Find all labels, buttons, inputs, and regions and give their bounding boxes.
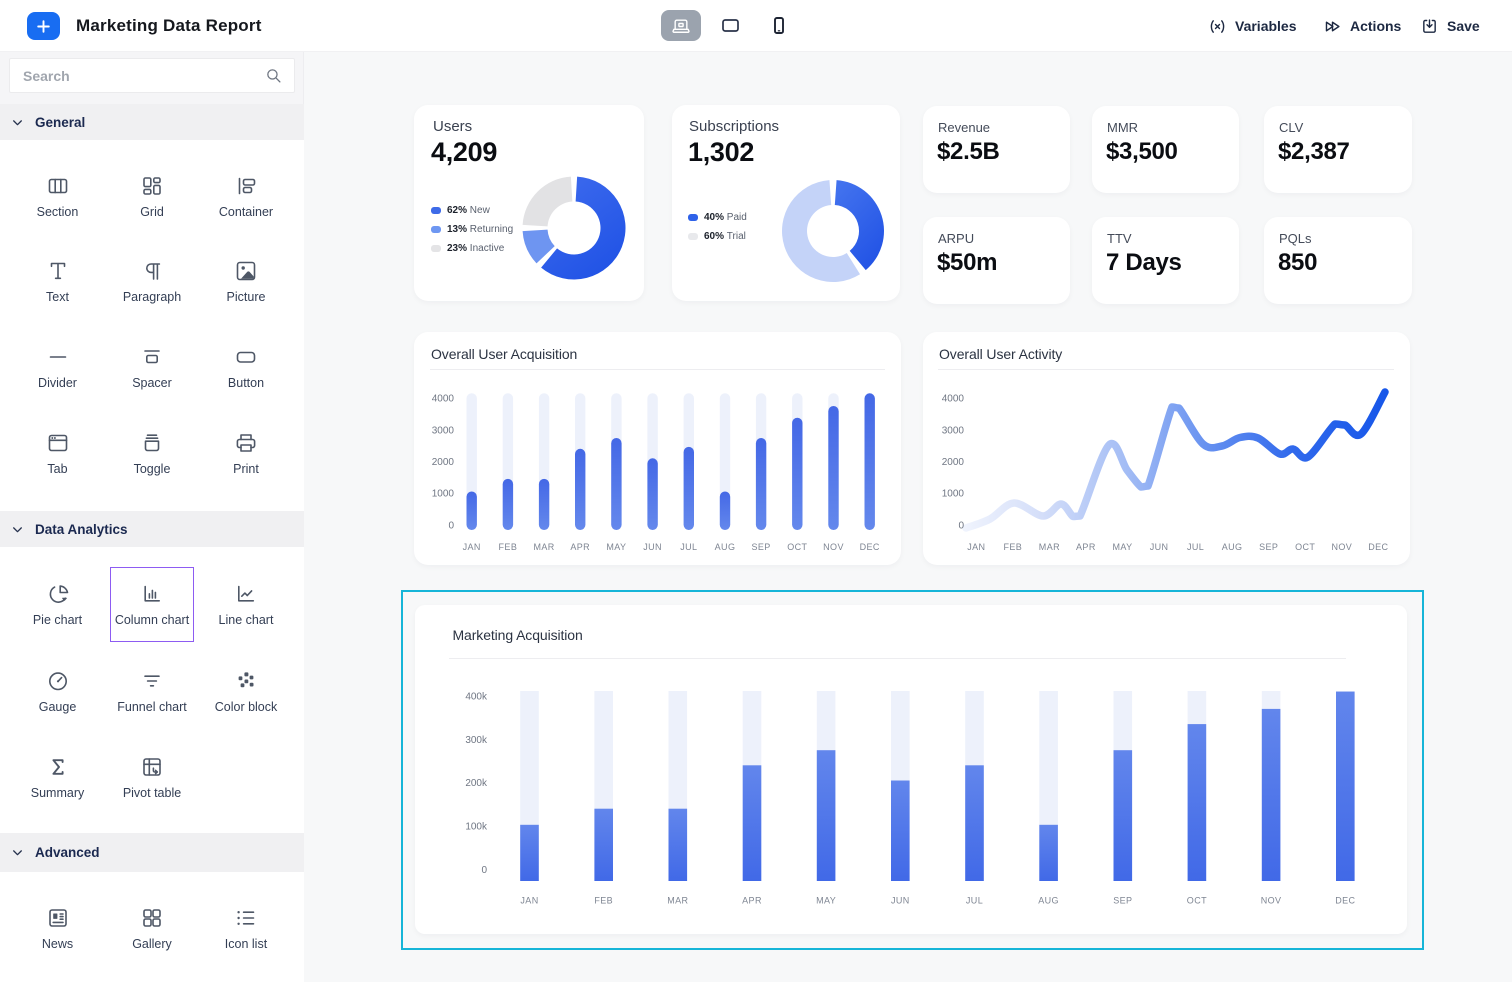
svg-text:SEP: SEP <box>751 542 770 552</box>
svg-text:DEC: DEC <box>1336 896 1356 906</box>
svg-text:DEC: DEC <box>860 542 880 552</box>
svg-text:3000: 3000 <box>432 425 455 436</box>
svg-text:2000: 2000 <box>432 457 455 468</box>
svg-text:JUN: JUN <box>1150 542 1169 552</box>
svg-text:AUG: AUG <box>715 542 736 552</box>
svg-text:200k: 200k <box>466 778 489 789</box>
svg-text:NOV: NOV <box>1331 542 1352 552</box>
svg-text:0: 0 <box>958 520 964 531</box>
svg-text:MAR: MAR <box>1039 542 1060 552</box>
svg-text:JAN: JAN <box>463 542 481 552</box>
svg-text:JUL: JUL <box>966 896 983 906</box>
svg-text:OCT: OCT <box>1295 542 1315 552</box>
svg-text:0: 0 <box>482 865 488 876</box>
svg-text:2000: 2000 <box>942 457 965 468</box>
svg-text:OCT: OCT <box>787 542 807 552</box>
svg-text:AUG: AUG <box>1039 896 1060 906</box>
svg-text:0: 0 <box>448 520 454 531</box>
svg-text:MAY: MAY <box>606 542 626 552</box>
svg-text:APR: APR <box>570 542 590 552</box>
svg-text:4000: 4000 <box>942 394 965 405</box>
svg-text:400k: 400k <box>466 691 489 702</box>
svg-text:1000: 1000 <box>942 489 965 500</box>
svg-text:JAN: JAN <box>521 896 539 906</box>
svg-text:NOV: NOV <box>1261 896 1282 906</box>
svg-text:MAR: MAR <box>533 542 554 552</box>
svg-text:JUL: JUL <box>680 542 697 552</box>
svg-text:FEB: FEB <box>499 542 518 552</box>
svg-text:MAY: MAY <box>817 896 837 906</box>
svg-text:MAY: MAY <box>1112 542 1132 552</box>
svg-text:3000: 3000 <box>942 425 965 436</box>
svg-text:AUG: AUG <box>1222 542 1243 552</box>
svg-text:JUL: JUL <box>1187 542 1204 552</box>
svg-text:SEP: SEP <box>1114 896 1133 906</box>
svg-text:FEB: FEB <box>1003 542 1022 552</box>
svg-text:4000: 4000 <box>432 394 455 405</box>
svg-text:JUN: JUN <box>891 896 910 906</box>
svg-text:1000: 1000 <box>432 489 455 500</box>
svg-text:SEP: SEP <box>1259 542 1278 552</box>
svg-text:JAN: JAN <box>967 542 985 552</box>
svg-text:FEB: FEB <box>595 896 614 906</box>
svg-text:APR: APR <box>1076 542 1096 552</box>
svg-text:JUN: JUN <box>643 542 662 552</box>
svg-text:300k: 300k <box>466 735 489 746</box>
svg-text:DEC: DEC <box>1368 542 1388 552</box>
svg-text:NOV: NOV <box>823 542 844 552</box>
svg-text:APR: APR <box>743 896 763 906</box>
svg-text:100k: 100k <box>466 822 489 833</box>
svg-text:MAR: MAR <box>668 896 689 906</box>
svg-text:OCT: OCT <box>1187 896 1207 906</box>
